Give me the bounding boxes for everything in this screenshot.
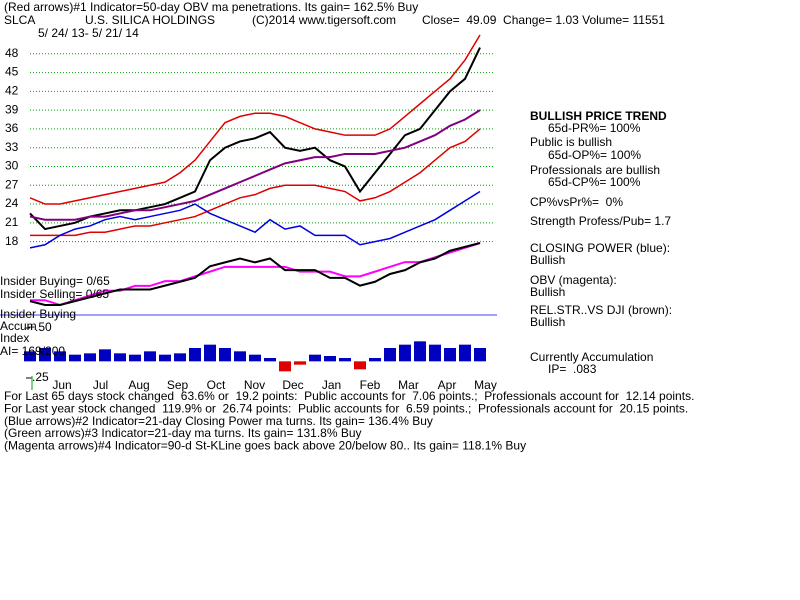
accum-bar xyxy=(369,358,381,362)
accum-bar xyxy=(189,348,201,362)
accum-bar xyxy=(234,351,246,362)
y-tick-label: 21 xyxy=(5,215,19,229)
series-line xyxy=(29,47,481,231)
note-right: 65d-CP%= 100% xyxy=(548,175,641,189)
y-tick-label: 30 xyxy=(5,159,19,173)
company: U.S. SILICA HOLDINGS xyxy=(85,13,215,27)
y-tick-label: 33 xyxy=(5,140,19,154)
quote: Close= 49.09 Change= 1.03 Volume= 11551 xyxy=(422,13,665,27)
note-right: Professionals are bullish xyxy=(530,163,660,177)
note-right: OBV (magenta): xyxy=(530,273,617,287)
note-right: Currently Accumulation xyxy=(530,350,653,364)
note-bottom: (Blue arrows)#2 Indicator=21-day Closing… xyxy=(4,414,433,428)
accum-bar xyxy=(354,361,366,370)
note-left: Index xyxy=(0,331,29,345)
note-right: 65d-PR%= 100% xyxy=(548,121,641,135)
note-right: Public is bullish xyxy=(530,135,612,149)
x-tick-label: Jul xyxy=(93,378,108,392)
note-right: Bullish xyxy=(530,253,565,267)
note-right: REL.STR..VS DJI (brown): xyxy=(530,303,672,317)
accum-bar xyxy=(249,354,261,362)
indicator-line xyxy=(29,242,481,306)
accum-bar xyxy=(294,361,306,365)
x-tick-label: Mar xyxy=(398,378,419,392)
x-tick-label: Nov xyxy=(244,378,265,392)
y-tick-label: 45 xyxy=(5,65,19,79)
series-line xyxy=(30,128,481,237)
note-bottom: (Green arrows)#3 Indicator=21-day ma tur… xyxy=(4,426,362,440)
note-bottom: For Last year stock changed 119.9% or 26… xyxy=(4,401,688,415)
accum-bar xyxy=(174,353,186,362)
x-tick-label: Jan xyxy=(322,378,341,392)
note-left: Insider Buying= 0/65 xyxy=(0,274,110,288)
series-line xyxy=(29,34,481,205)
accum-bar xyxy=(474,348,486,362)
note-bottom: (Magenta arrows)#4 Indicator=90-d St-KLi… xyxy=(4,438,526,452)
x-tick-label: Oct xyxy=(207,378,226,392)
accum-tick-label: -.25 xyxy=(28,370,49,384)
y-tick-label: 18 xyxy=(5,234,19,248)
note-right: Bullish xyxy=(530,315,565,329)
x-tick-label: May xyxy=(474,378,497,392)
x-tick-label: Apr xyxy=(438,378,457,392)
accum-bar xyxy=(69,354,81,362)
date-range: 5/ 24/ 13- 5/ 21/ 14 xyxy=(38,26,139,40)
accum-bar xyxy=(24,351,36,362)
accum-bar xyxy=(414,341,426,362)
note-right: BULLISH PRICE TREND xyxy=(530,109,667,123)
y-tick-label: 24 xyxy=(5,196,19,210)
accum-bar xyxy=(99,349,111,362)
note-right: 65d-OP%= 100% xyxy=(548,148,641,162)
accum-bar xyxy=(129,354,141,362)
x-tick-label: Sep xyxy=(167,378,189,392)
y-tick-label: 36 xyxy=(5,121,19,135)
accum-bar xyxy=(204,344,216,362)
note-left: Insider Buying xyxy=(0,307,76,321)
note-bottom: For Last 65 days stock changed 63.6% or … xyxy=(4,389,694,403)
y-tick-label: 27 xyxy=(5,177,19,191)
note-right: Bullish xyxy=(530,285,565,299)
header: (Red arrows)#1 Indicator=50-day OBV ma p… xyxy=(4,0,418,14)
accum-bar xyxy=(39,348,51,362)
y-tick-label: 42 xyxy=(5,84,19,98)
series-line xyxy=(29,109,481,221)
accum-bar xyxy=(459,344,471,362)
note-right: CLOSING POWER (blue): xyxy=(530,241,670,255)
y-tick-label: 48 xyxy=(5,46,19,60)
x-tick-label: Dec xyxy=(282,378,303,392)
ticker: SLCA xyxy=(4,13,35,27)
x-tick-label: Feb xyxy=(360,378,381,392)
accum-bar xyxy=(114,353,126,362)
accum-bar xyxy=(219,348,231,362)
accum-bar xyxy=(429,344,441,362)
x-tick-label: Aug xyxy=(128,378,149,392)
accum-bar xyxy=(84,353,96,362)
accum-bar xyxy=(399,344,411,362)
x-tick-label: Jun xyxy=(52,378,71,392)
series-line xyxy=(29,190,481,249)
accum-bar xyxy=(264,358,276,362)
accum-bar xyxy=(144,351,156,362)
note-right: Strength Profess/Pub= 1.7 xyxy=(530,214,671,228)
note-right: IP= .083 xyxy=(548,362,597,376)
accum-bar xyxy=(384,348,396,362)
accum-bar xyxy=(339,358,351,362)
note-left: Insider Selling= 0/65 xyxy=(0,287,109,301)
note-right: CP%vsPr%= 0% xyxy=(530,195,623,209)
accum-bar xyxy=(324,356,336,362)
source: (C)2014 www.tigersoft.com xyxy=(252,13,396,27)
accum-bar xyxy=(444,348,456,362)
note-left: Accum xyxy=(0,319,37,333)
accum-bar xyxy=(54,351,66,362)
note-left: AI= 169/200 xyxy=(0,344,65,358)
accum-bar xyxy=(279,361,291,372)
indicator-line xyxy=(30,242,481,307)
accum-tick-label: +.50 xyxy=(28,320,52,334)
accum-bar xyxy=(159,354,171,362)
y-tick-label: 39 xyxy=(5,102,19,116)
accum-bar xyxy=(309,354,321,362)
